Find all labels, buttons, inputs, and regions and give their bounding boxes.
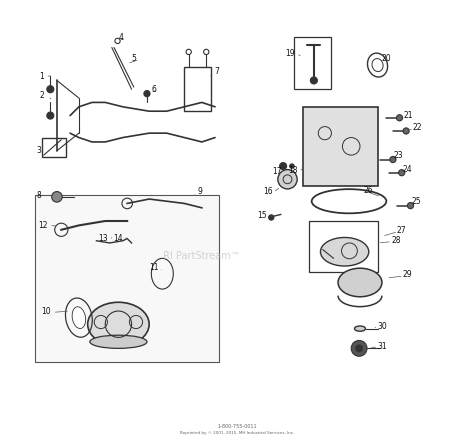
Ellipse shape [355, 326, 365, 331]
Text: 25: 25 [411, 197, 421, 206]
Text: 28: 28 [391, 236, 401, 245]
Text: 24: 24 [402, 165, 412, 174]
Text: 29: 29 [402, 270, 412, 279]
Text: 31: 31 [377, 342, 387, 351]
Bar [312, 155, 329, 177]
Text: 22: 22 [412, 123, 422, 133]
Circle shape [399, 170, 405, 176]
Text: 21: 21 [403, 111, 413, 120]
Circle shape [310, 77, 318, 84]
Ellipse shape [90, 335, 147, 348]
Circle shape [144, 91, 150, 97]
Text: 3: 3 [36, 146, 41, 155]
Circle shape [52, 191, 62, 202]
Circle shape [356, 345, 363, 352]
Circle shape [47, 86, 54, 93]
Bar [184, 67, 210, 111]
Text: 14: 14 [114, 234, 123, 243]
Bar [303, 107, 378, 186]
Text: 20: 20 [382, 54, 391, 63]
Text: RI PartStream™: RI PartStream™ [163, 251, 240, 261]
Text: 1: 1 [39, 72, 44, 80]
Circle shape [269, 215, 274, 220]
Circle shape [390, 156, 396, 163]
Text: 10: 10 [41, 307, 51, 316]
Ellipse shape [88, 302, 149, 346]
Text: 18: 18 [289, 166, 298, 175]
Circle shape [47, 112, 54, 119]
Text: 23: 23 [394, 152, 403, 160]
Circle shape [290, 164, 294, 168]
Circle shape [280, 163, 287, 170]
Text: 2: 2 [39, 91, 44, 100]
Text: 17: 17 [272, 168, 282, 176]
Text: 15: 15 [258, 211, 267, 220]
Bar [310, 221, 378, 271]
Text: 6: 6 [151, 85, 156, 94]
Circle shape [408, 202, 414, 209]
Circle shape [278, 170, 297, 189]
Circle shape [403, 128, 409, 134]
Bar [35, 194, 219, 362]
Ellipse shape [72, 307, 86, 328]
Text: 30: 30 [377, 322, 387, 331]
Circle shape [396, 115, 402, 121]
Text: 5: 5 [131, 54, 136, 63]
Text: 7: 7 [215, 67, 219, 76]
Ellipse shape [338, 268, 382, 297]
Text: 12: 12 [38, 221, 47, 230]
Circle shape [351, 340, 367, 356]
Text: 13: 13 [98, 234, 108, 243]
Text: 4: 4 [118, 33, 123, 42]
Text: 26: 26 [364, 186, 374, 195]
Text: 19: 19 [285, 49, 294, 58]
Text: 8: 8 [37, 191, 42, 200]
Bar [42, 137, 66, 157]
Text: 11: 11 [149, 263, 158, 272]
Text: 16: 16 [263, 187, 273, 196]
Text: 1-800-755-0011: 1-800-755-0011 [217, 424, 257, 429]
Text: 9: 9 [197, 187, 202, 196]
Ellipse shape [320, 237, 369, 266]
Text: 27: 27 [397, 226, 407, 235]
Text: Reprinted by © 2001, 2015, MH Industrial Services, Inc.: Reprinted by © 2001, 2015, MH Industrial… [180, 431, 294, 434]
Bar [294, 37, 331, 89]
